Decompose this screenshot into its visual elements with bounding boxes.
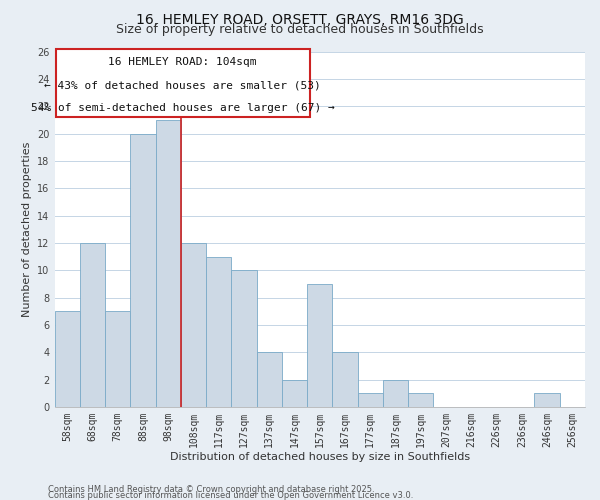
Text: Contains HM Land Registry data © Crown copyright and database right 2025.: Contains HM Land Registry data © Crown c… [48,485,374,494]
Bar [105,311,130,407]
Bar [155,120,181,407]
FancyBboxPatch shape [56,49,310,117]
Bar [257,352,282,407]
Text: Contains public sector information licensed under the Open Government Licence v3: Contains public sector information licen… [48,490,413,500]
Text: 16 HEMLEY ROAD: 104sqm: 16 HEMLEY ROAD: 104sqm [109,58,257,68]
Text: ← 43% of detached houses are smaller (53): ← 43% of detached houses are smaller (53… [44,80,321,90]
Bar [80,243,105,407]
Text: Size of property relative to detached houses in Southfields: Size of property relative to detached ho… [116,22,484,36]
Bar [206,256,232,407]
Bar [358,393,383,407]
Bar [181,243,206,407]
Bar [332,352,358,407]
Y-axis label: Number of detached properties: Number of detached properties [22,142,32,317]
Bar [535,393,560,407]
Bar [55,311,80,407]
Text: 54% of semi-detached houses are larger (67) →: 54% of semi-detached houses are larger (… [31,103,335,113]
Bar [232,270,257,407]
X-axis label: Distribution of detached houses by size in Southfields: Distribution of detached houses by size … [170,452,470,462]
Bar [282,380,307,407]
Bar [130,134,155,407]
Bar [408,393,433,407]
Bar [383,380,408,407]
Text: 16, HEMLEY ROAD, ORSETT, GRAYS, RM16 3DG: 16, HEMLEY ROAD, ORSETT, GRAYS, RM16 3DG [136,12,464,26]
Bar [307,284,332,407]
